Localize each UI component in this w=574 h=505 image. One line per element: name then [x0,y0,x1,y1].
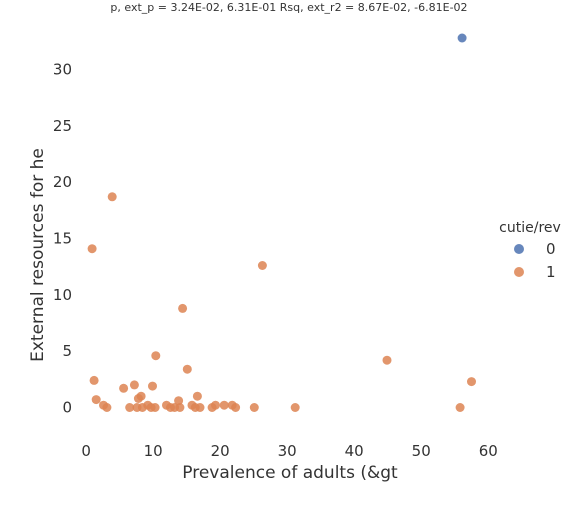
data-point-series-1 [231,403,240,412]
y-axis-ticks: 0 5 10 15 20 25 30 [53,61,72,417]
legend: cutie/rev 0 1 [499,220,561,281]
data-point-series-1 [456,403,465,412]
y-tick-label: 0 [62,398,72,416]
x-tick-label: 0 [81,442,91,460]
data-point-series-1 [250,403,259,412]
y-axis-label: External resources for he [28,148,48,362]
data-point-series-1 [134,394,143,403]
y-tick-label: 5 [62,342,72,360]
chart-title: p, ext_p = 3.24E-02, 6.31E-01 Rsq, ext_r… [110,1,467,14]
data-point-series-1 [196,403,205,412]
data-point-series-1 [183,365,192,374]
x-tick-label: 50 [412,442,431,460]
data-point-series-1 [108,192,117,201]
data-point-series-1 [88,244,97,253]
legend-label: 0 [546,240,556,258]
data-point-series-1 [148,382,157,391]
data-point-series-1 [92,395,101,404]
data-point-series-1 [383,356,392,365]
data-point-series-1 [467,377,476,386]
x-tick-label: 20 [211,442,230,460]
data-point-series-1 [130,380,139,389]
x-tick-label: 30 [278,442,297,460]
data-point-series-1 [193,392,202,401]
x-axis-ticks: 0 10 20 30 40 50 60 [81,442,497,460]
x-axis-label: Prevalence of adults (&gt [182,463,398,483]
y-tick-label: 30 [53,61,72,79]
data-point-series-1 [119,384,128,393]
legend-marker [514,244,524,254]
data-point-series-1 [258,261,267,270]
x-tick-label: 40 [345,442,364,460]
y-tick-label: 20 [53,173,72,191]
data-point-series-1 [211,401,220,410]
legend-marker [514,267,524,277]
data-point-series-1 [90,376,99,385]
data-point-series-1 [220,401,229,410]
legend-label: 1 [546,263,556,281]
data-point-series-1 [151,351,160,360]
data-point-series-1 [151,403,160,412]
data-point-series-1 [178,304,187,313]
y-tick-label: 10 [53,286,72,304]
y-tick-label: 25 [53,117,72,135]
plot-area [88,34,476,413]
data-point-series-1 [102,403,111,412]
data-point-series-0 [458,34,467,43]
x-tick-label: 10 [144,442,163,460]
data-point-series-1 [291,403,300,412]
data-point-series-1 [175,403,184,412]
y-tick-label: 15 [53,230,72,248]
x-tick-label: 60 [479,442,498,460]
legend-title: cutie/rev [499,220,561,236]
